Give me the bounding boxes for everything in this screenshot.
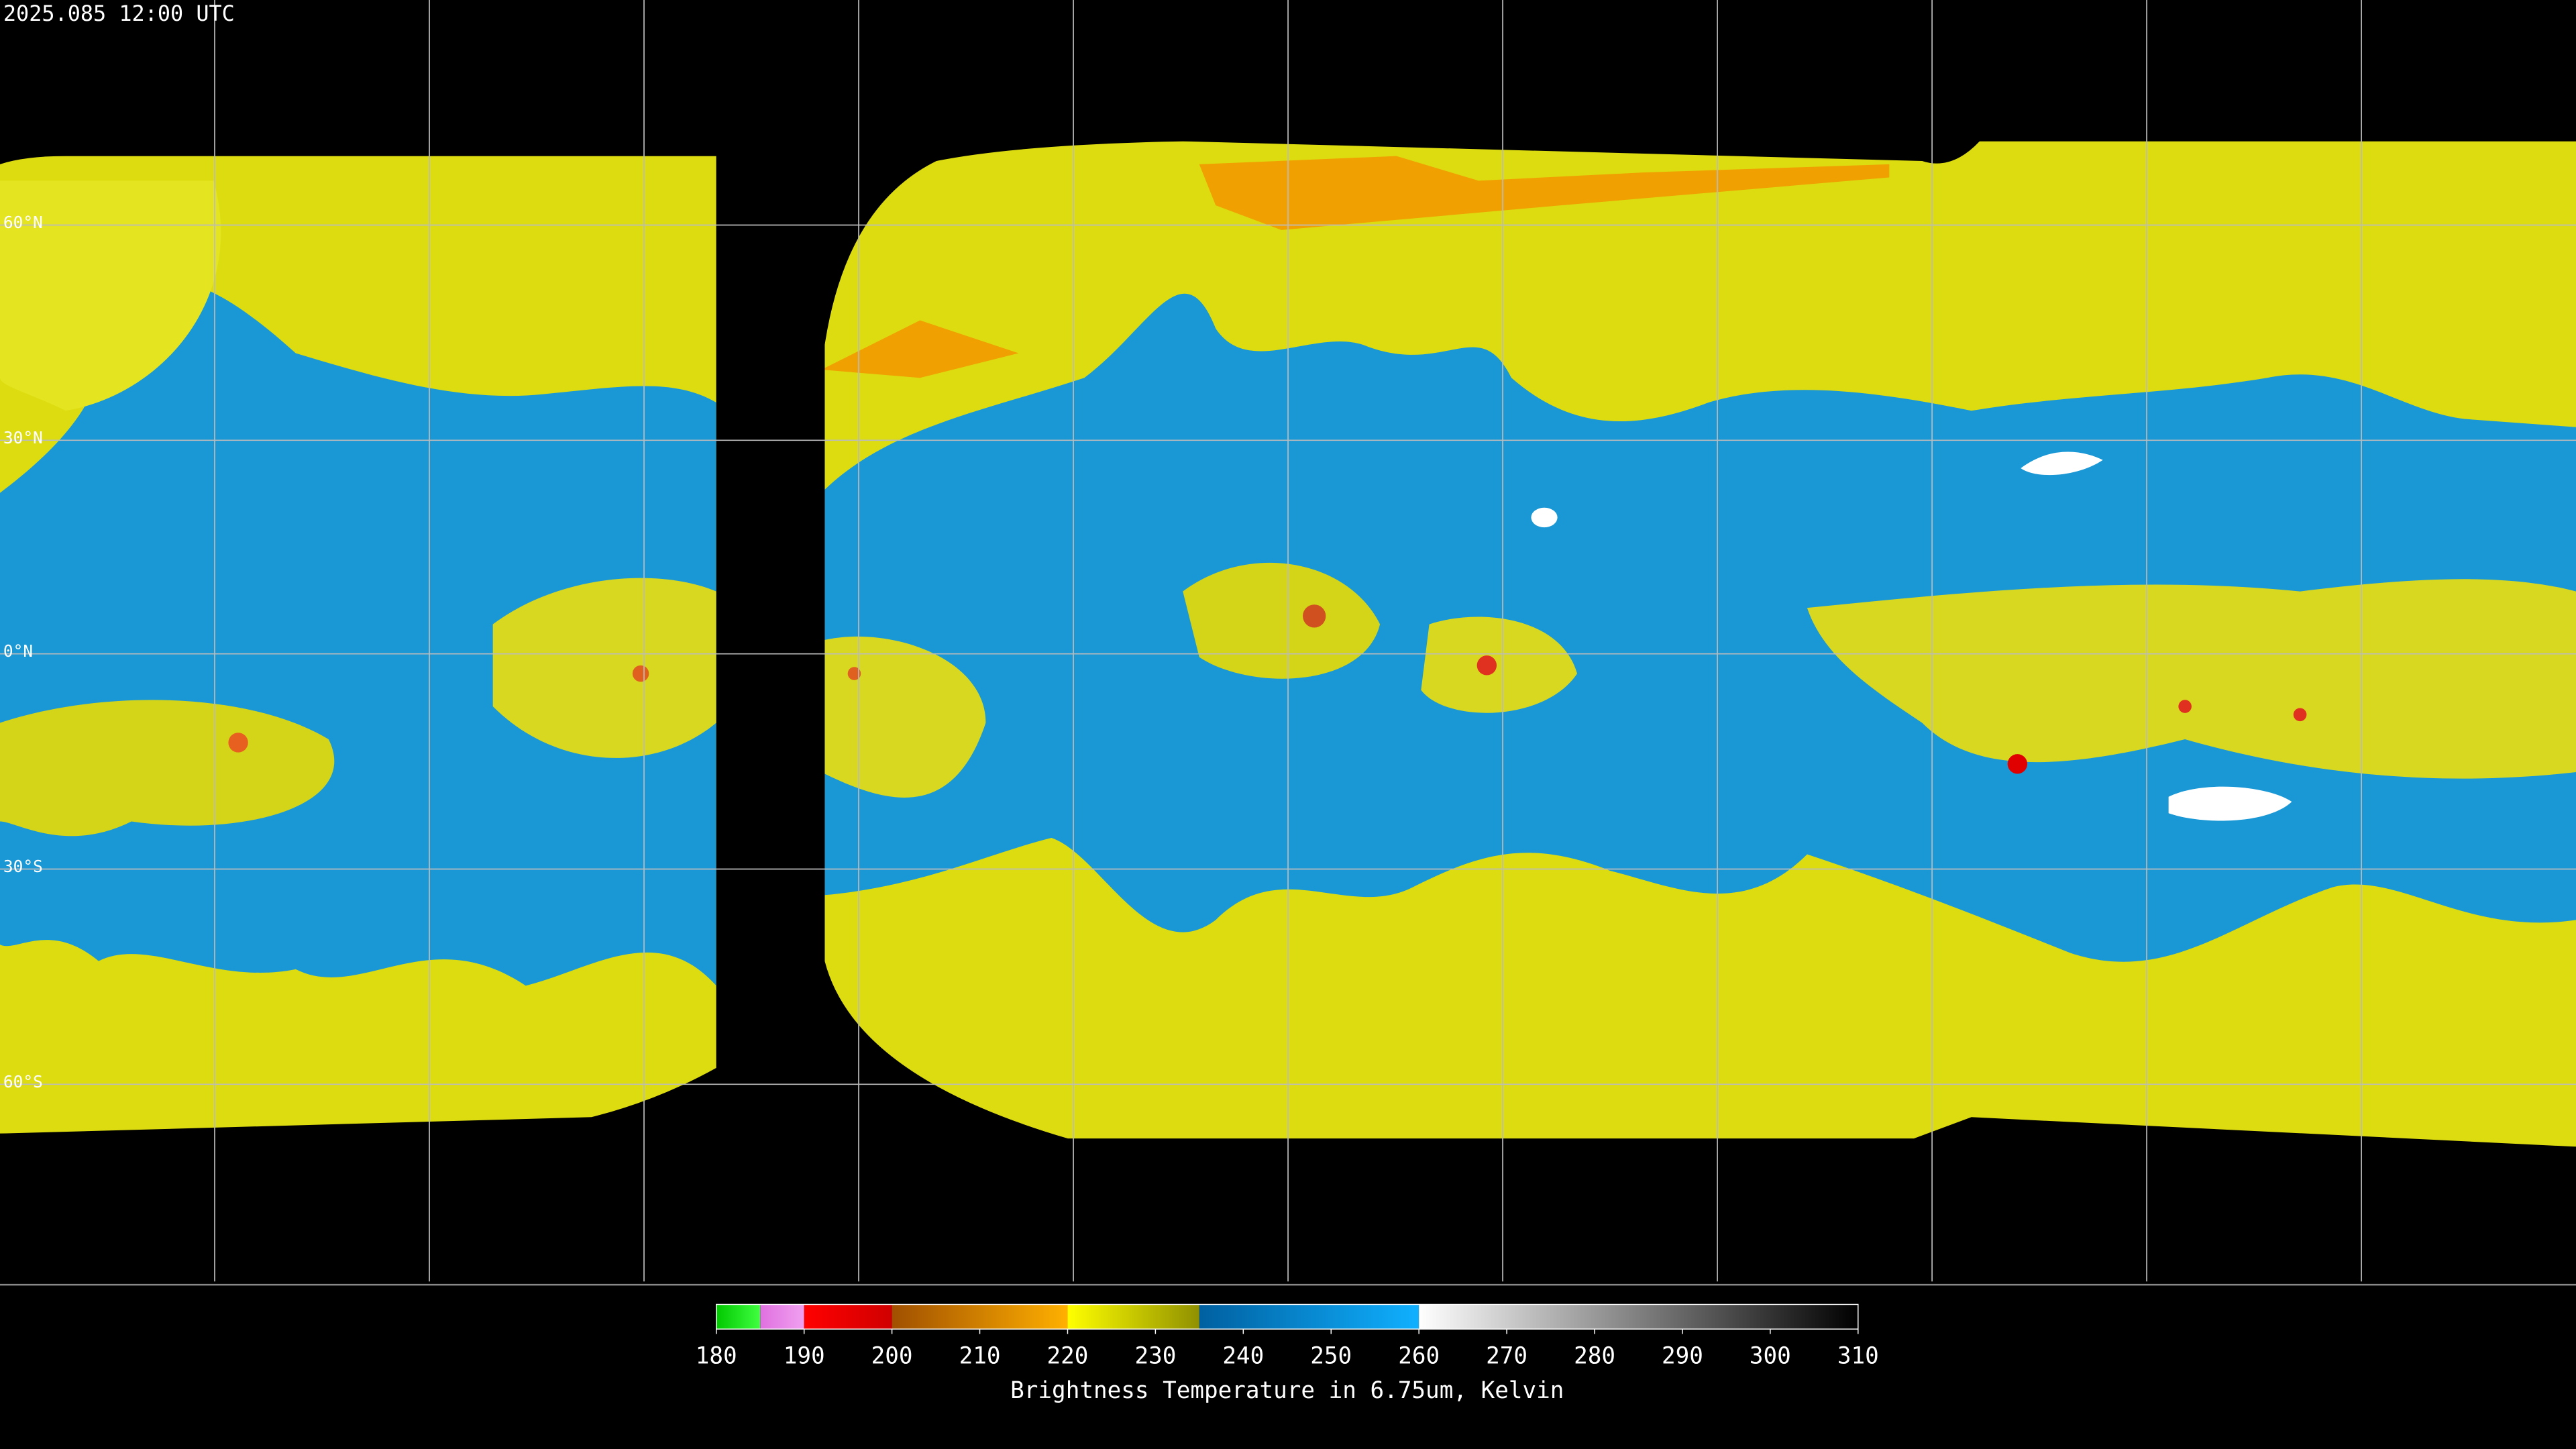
colorbar-segment [1199, 1304, 1419, 1330]
colorbar-frame [716, 1303, 1859, 1330]
colorbar-segment [892, 1304, 1068, 1330]
colorbar-tick-label: 210 [959, 1342, 1001, 1369]
graticule [0, 0, 2576, 1282]
colorbar-tick-label: 310 [1837, 1342, 1879, 1369]
colorbar-tick-label: 250 [1310, 1342, 1352, 1369]
latitude-label: 60°N [3, 213, 43, 232]
timestamp: 2025.085 12:00 UTC [3, 1, 235, 26]
colorbar-tick-label: 300 [1750, 1342, 1791, 1369]
colorbar: 180 190 200 210 220 230 240 250 260 270 280 290 300 3… [696, 1303, 1879, 1369]
colorbar-tick-label: 180 [696, 1342, 737, 1369]
colorbar-tick-label: 260 [1398, 1342, 1440, 1369]
colorbar-tick-label: 230 [1134, 1342, 1176, 1369]
colorbar-tick-label: 190 [784, 1342, 825, 1369]
colorbar-tick-label: 270 [1486, 1342, 1527, 1369]
colorbar-segment [760, 1304, 804, 1330]
colorbar-segment [1419, 1304, 1858, 1330]
colorbar-tick-label: 290 [1662, 1342, 1703, 1369]
colorbar-segment [716, 1304, 761, 1330]
colorbar-title: Brightness Temperature in 6.75um, Kelvin [1010, 1377, 1564, 1404]
imagery-east [824, 141, 2576, 1147]
latitude-label: 30°N [3, 428, 43, 447]
colorbar-tick-label: 280 [1574, 1342, 1615, 1369]
imagery-west [0, 156, 716, 1134]
colorbar-tick-label: 240 [1222, 1342, 1264, 1369]
colorbar-tick-label: 200 [871, 1342, 913, 1369]
colorbar-tick-label: 220 [1047, 1342, 1089, 1369]
colorbar-segment [1067, 1304, 1199, 1330]
latitude-labels: 60°N 30°N 0°N 30°S 60°S [3, 213, 43, 1091]
latitude-label: 0°N [3, 641, 33, 661]
colorbar-segment [804, 1304, 892, 1330]
latitude-label: 60°S [3, 1072, 43, 1091]
latitude-label: 30°S [3, 857, 43, 876]
